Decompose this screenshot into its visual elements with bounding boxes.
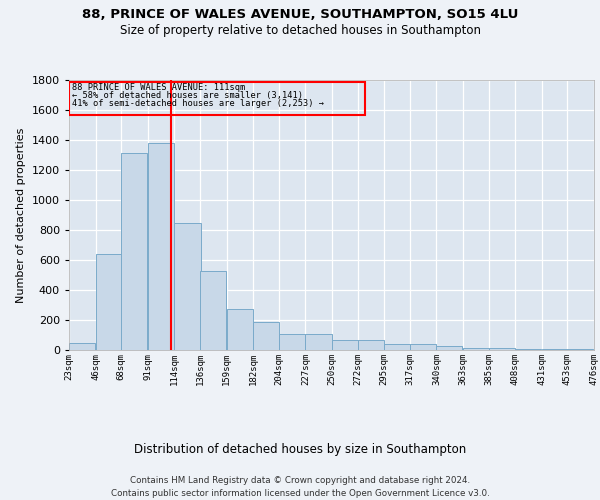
Bar [175,223,200,350]
Bar [95,254,122,350]
Bar [384,344,410,350]
Text: 88, PRINCE OF WALES AVENUE, SOUTHAMPTON, SO15 4LU: 88, PRINCE OF WALES AVENUE, SOUTHAMPTON,… [82,8,518,20]
Bar [148,143,174,350]
Bar [332,340,358,350]
Bar [253,322,280,350]
Text: ← 58% of detached houses are smaller (3,141): ← 58% of detached houses are smaller (3,… [73,91,304,100]
Text: Size of property relative to detached houses in Southampton: Size of property relative to detached ho… [119,24,481,37]
Bar [488,348,515,350]
Text: Contains public sector information licensed under the Open Government Licence v3: Contains public sector information licen… [110,489,490,498]
Bar [69,82,365,114]
Bar [436,346,463,350]
Bar [227,308,253,350]
Text: 88 PRINCE OF WALES AVENUE: 111sqm: 88 PRINCE OF WALES AVENUE: 111sqm [73,82,246,92]
Bar [515,348,541,350]
Text: Contains HM Land Registry data © Crown copyright and database right 2024.: Contains HM Land Registry data © Crown c… [130,476,470,485]
Y-axis label: Number of detached properties: Number of detached properties [16,128,26,302]
Bar [568,348,593,350]
Bar [121,154,147,350]
Text: 41% of semi-detached houses are larger (2,253) →: 41% of semi-detached houses are larger (… [73,99,325,108]
Bar [410,344,436,350]
Bar [69,342,95,350]
Bar [358,340,383,350]
Bar [200,270,226,350]
Bar [305,334,331,350]
Bar [279,334,305,350]
Text: Distribution of detached houses by size in Southampton: Distribution of detached houses by size … [134,442,466,456]
Bar [542,348,568,350]
Bar [463,348,489,350]
